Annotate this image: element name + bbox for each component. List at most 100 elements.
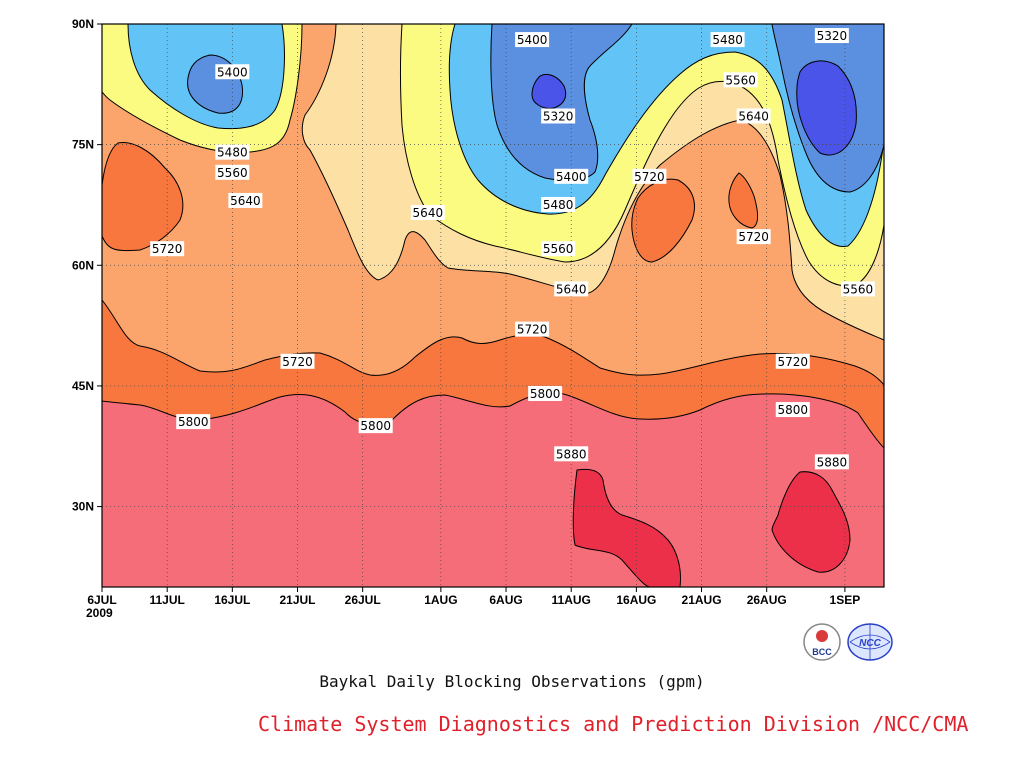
x-tick-label: 26AUG xyxy=(747,593,787,607)
contour-label-text: 5720 xyxy=(282,355,313,369)
contour-label-text: 5720 xyxy=(152,242,183,256)
contour-label-text: 5400 xyxy=(517,33,548,47)
contour-label-text: 5320 xyxy=(817,29,848,43)
contour-label-text: 5480 xyxy=(543,198,574,212)
contour-label-text: 5720 xyxy=(777,355,808,369)
contour-label-text: 5400 xyxy=(217,65,248,79)
contour-label-bg xyxy=(528,385,563,401)
contour-label-text: 5480 xyxy=(712,33,743,47)
ncc-logo: NCC xyxy=(847,623,893,661)
contour-label-text: 5720 xyxy=(634,170,665,184)
x-tick-label: 1AUG xyxy=(424,593,457,607)
contour-label: 5880 xyxy=(554,446,589,462)
y-axis-ticks: 90N 75N 60N 45N 30N xyxy=(72,17,102,514)
contour-label-bg xyxy=(736,229,771,245)
contour-label: 5800 xyxy=(358,418,393,434)
contour-label-bg xyxy=(736,108,771,124)
contour-label-text: 5800 xyxy=(530,387,561,401)
contour-label-text: 5640 xyxy=(556,282,587,296)
contour-label: 5800 xyxy=(528,385,563,401)
x-year-label: 2009 xyxy=(86,606,113,620)
y-tick-label: 75N xyxy=(72,138,94,152)
contour-label: 5560 xyxy=(215,164,250,180)
contour-label: 5480 xyxy=(215,144,250,160)
contour-label-text: 5880 xyxy=(817,455,848,469)
contour-label: 5480 xyxy=(541,196,576,212)
contour-label-bg xyxy=(814,28,849,44)
band-5720-5800-lobe-aug16 xyxy=(631,178,695,263)
contour-label-bg xyxy=(215,144,250,160)
credit-line: Climate System Diagnostics and Predictio… xyxy=(258,712,969,736)
contour-label-bg xyxy=(632,168,667,184)
contour-label-bg xyxy=(228,192,263,208)
contour-label-bg xyxy=(554,446,589,462)
contour-label: 5720 xyxy=(775,353,810,369)
plot-frame xyxy=(101,23,885,588)
x-tick-label: 21AUG xyxy=(682,593,722,607)
contour-label-text: 5560 xyxy=(217,166,248,180)
contour-label-text: 5800 xyxy=(178,415,209,429)
contour-label-bg xyxy=(554,168,589,184)
contour-label-text: 5560 xyxy=(843,282,874,296)
contour-label: 5720 xyxy=(736,229,771,245)
band-above-5880-aug11 xyxy=(572,468,681,587)
contour-label-text: 5560 xyxy=(725,73,756,87)
contour-label-text: 5800 xyxy=(360,419,391,433)
contour-label: 5560 xyxy=(840,281,875,297)
band-below-5320 xyxy=(531,60,857,156)
contour-label: 5640 xyxy=(410,205,445,221)
contour-label-text: 5720 xyxy=(517,323,548,337)
ncc-logo-text: NCC xyxy=(859,638,881,649)
x-tick-label: 21JUL xyxy=(279,593,315,607)
contour-label: 5800 xyxy=(176,414,211,430)
contour-label: 5320 xyxy=(541,108,576,124)
contour-label: 5320 xyxy=(814,28,849,44)
contour-label-text: 5480 xyxy=(217,146,248,160)
chart-subtitle: Baykal Daily Blocking Observations (gpm) xyxy=(319,672,705,691)
bcc-logo-text: BCC xyxy=(812,647,832,657)
contour-label: 5400 xyxy=(515,32,550,48)
contour-label-bg xyxy=(541,241,576,257)
contour-label-bg xyxy=(814,454,849,470)
x-tick-label: 26JUL xyxy=(345,593,381,607)
contour-label-text: 5640 xyxy=(738,109,769,123)
y-tick-label: 60N xyxy=(72,258,94,272)
contour-label: 5720 xyxy=(150,241,185,257)
contour-label-text: 5800 xyxy=(777,403,808,417)
contour-label-bg xyxy=(515,321,550,337)
contour-label-bg xyxy=(541,196,576,212)
contour-label: 5480 xyxy=(710,32,745,48)
contour-label-bg xyxy=(358,418,393,434)
contour-label: 5720 xyxy=(515,321,550,337)
x-tick-label: 11AUG xyxy=(552,593,591,607)
x-tick-label: 16AUG xyxy=(616,593,656,607)
contour-labels: 5400 5480 5560 5640 5720 5720 5800 5800 5640 5400… xyxy=(150,28,875,470)
contour-label-bg xyxy=(280,353,315,369)
contour-label-bg xyxy=(176,414,211,430)
contour-label-text: 5560 xyxy=(543,242,574,256)
contour-label-bg xyxy=(541,108,576,124)
y-tick-label: 90N xyxy=(72,17,94,31)
band-above-5880-aug31 xyxy=(771,471,851,573)
contour-label-text: 5640 xyxy=(413,206,444,220)
contour-label: 5400 xyxy=(215,64,250,80)
contour-label-bg xyxy=(775,353,810,369)
bcc-logo: BCC xyxy=(803,623,841,661)
contour-label: 5400 xyxy=(554,168,589,184)
band-5720-5800-lobe-west xyxy=(102,141,184,252)
contour-label: 5640 xyxy=(554,281,589,297)
contour-label-bg xyxy=(410,205,445,221)
y-tick-label: 30N xyxy=(72,500,94,514)
x-tick-label: 16JUL xyxy=(214,593,250,607)
contour-label-bg xyxy=(723,72,758,88)
x-axis-ticks: 6JUL 11JUL 16JUL 21JUL 26JUL 1AUG 6AUG 11AUG 16A… xyxy=(87,587,860,607)
y-tick-label: 45N xyxy=(72,379,94,393)
bcc-emblem-icon xyxy=(816,630,828,642)
contour-label-text: 5320 xyxy=(543,109,574,123)
band-5720-5800-lobe-aug23 xyxy=(728,172,758,229)
contour-label-bg xyxy=(215,164,250,180)
contour-label: 5720 xyxy=(632,168,667,184)
contour-label-text: 5720 xyxy=(738,230,769,244)
band-5320-5400 xyxy=(187,24,884,193)
